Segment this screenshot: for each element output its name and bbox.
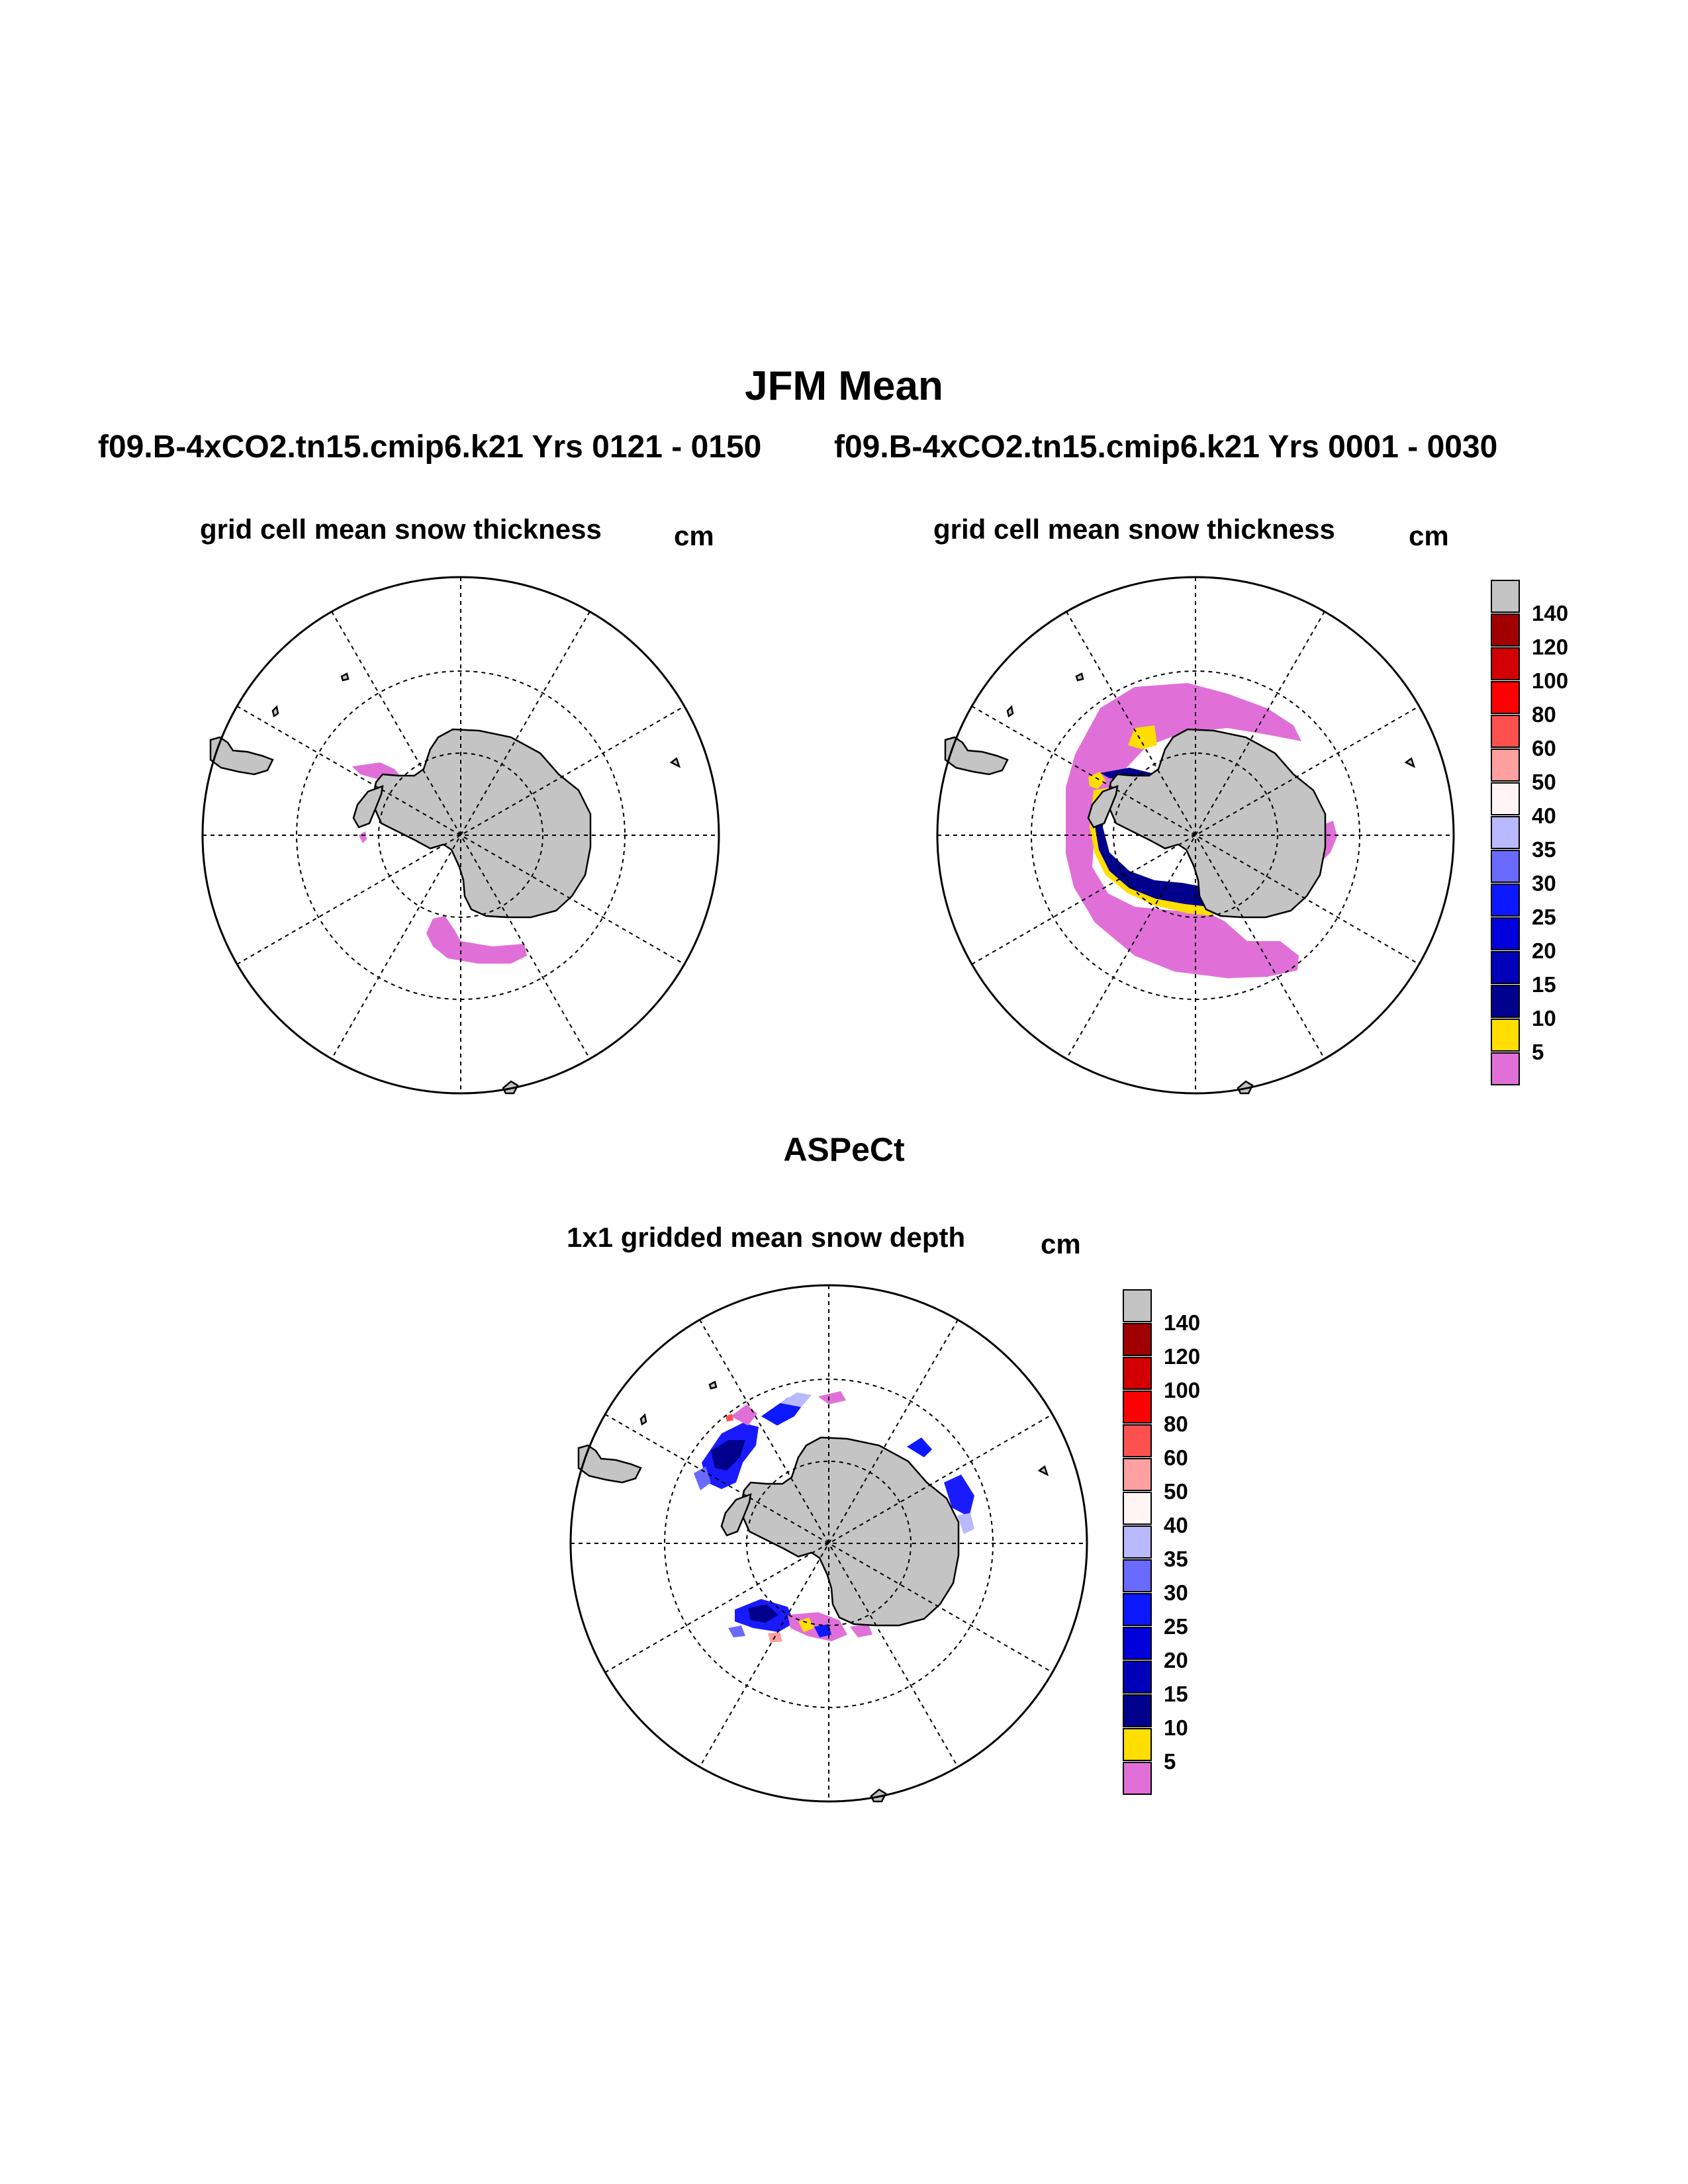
colorbar-tick-label: 40 [1532, 803, 1556, 828]
colorbar-tick-label: 50 [1532, 770, 1556, 794]
colorbar-bottom: 5 10 15 20 25 30 35 40 50 60 80 100 120 140 [1123, 1289, 1200, 1799]
colorbar-swatch [1123, 1390, 1152, 1424]
map-panel-right [936, 576, 1455, 1095]
figure-title: JFM Mean [745, 363, 943, 409]
colorbar-swatch [1491, 681, 1520, 714]
colorbar-swatch [1491, 884, 1520, 917]
colorbar-swatch [1491, 614, 1520, 647]
colorbar-tick-label: 35 [1532, 837, 1556, 862]
map-panel-bottom [569, 1284, 1088, 1803]
colorbar-swatch [1123, 1357, 1152, 1390]
colorbar-swatch [1123, 1323, 1152, 1356]
colorbar-tick-label: 100 [1532, 668, 1569, 693]
colorbar-swatch [1123, 1458, 1152, 1491]
land-left [209, 672, 681, 1095]
map-panel-left [201, 576, 720, 1095]
panel-label-left: grid cell mean snow thickness [200, 514, 602, 545]
colorbar-swatch [1123, 1525, 1152, 1559]
colorbar-swatch [1491, 1052, 1520, 1085]
case-label-left: f09.B-4xCO2.tn15.cmip6.k21 Yrs 0121 - 01… [98, 430, 762, 465]
colorbar-tick-label: 20 [1164, 1648, 1188, 1672]
map-boundary-bottom [569, 1284, 1088, 1803]
colorbar-swatch [1491, 985, 1520, 1018]
colorbar-swatch [1491, 749, 1520, 782]
colorbar-swatch [1491, 782, 1520, 815]
colorbar-tick-label: 140 [1164, 1310, 1201, 1335]
panel-unit-bottom: cm [1041, 1228, 1081, 1259]
panel-unit-left: cm [674, 520, 714, 551]
snow-field-bottom [694, 1391, 974, 1643]
colorbar-tick-label: 5 [1164, 1749, 1176, 1774]
snow-field-right [1066, 683, 1337, 978]
colorbar-swatch [1123, 1593, 1152, 1626]
graticule-right [937, 577, 1454, 1093]
colorbar-tick-label: 60 [1532, 736, 1556, 760]
colorbar-tick-label: 20 [1532, 938, 1556, 963]
panel-unit-right: cm [1409, 520, 1449, 551]
graticule-bottom [571, 1285, 1087, 1801]
colorbar-swatch [1123, 1559, 1152, 1592]
colorbar-swatch [1123, 1424, 1152, 1457]
colorbar-swatch [1123, 1661, 1152, 1694]
colorbar-swatch [1123, 1694, 1152, 1727]
colorbar-tick-label: 15 [1532, 972, 1556, 997]
colorbar-swatch [1491, 715, 1520, 748]
colorbar-swatch [1491, 951, 1520, 984]
colorbar-tick-label: 120 [1164, 1344, 1201, 1369]
colorbar-tick-label: 80 [1532, 702, 1556, 727]
colorbar-tick-label: 30 [1532, 871, 1556, 895]
land-bottom [577, 1381, 1049, 1803]
map-boundary-left [201, 576, 720, 1095]
colorbar-tick-label: 120 [1532, 635, 1569, 659]
colorbar-tick-label: 35 [1164, 1547, 1188, 1571]
panel-label-bottom: 1x1 gridded mean snow depth [567, 1222, 966, 1253]
colorbar-top: 5 10 15 20 25 30 35 40 50 60 80 100 120 140 [1491, 580, 1568, 1089]
colorbar-swatch [1123, 1289, 1152, 1322]
colorbar-tick-label: 25 [1532, 905, 1556, 929]
map-boundary-right [936, 576, 1455, 1095]
colorbar-tick-label: 140 [1532, 601, 1569, 625]
case-label-right: f09.B-4xCO2.tn15.cmip6.k21 Yrs 0001 - 00… [834, 430, 1498, 465]
colorbar-tick-label: 100 [1164, 1378, 1201, 1402]
panel-label-right: grid cell mean snow thickness [933, 514, 1335, 545]
colorbar-swatch [1491, 816, 1520, 849]
colorbar-tick-label: 40 [1164, 1513, 1188, 1537]
colorbar-tick-label: 10 [1164, 1715, 1188, 1740]
colorbar-swatch [1491, 580, 1520, 613]
colorbar-swatch [1491, 647, 1520, 680]
colorbar-swatch [1123, 1728, 1152, 1761]
colorbar-tick-label: 60 [1164, 1445, 1188, 1470]
colorbar-tick-label: 15 [1164, 1682, 1188, 1706]
colorbar-tick-label: 25 [1164, 1614, 1188, 1639]
colorbar-swatch [1491, 1019, 1520, 1052]
colorbar-tick-label: 80 [1164, 1412, 1188, 1436]
colorbar-swatch [1491, 917, 1520, 950]
colorbar-swatch [1123, 1762, 1152, 1795]
colorbar-tick-label: 10 [1532, 1006, 1556, 1030]
colorbar-swatch [1123, 1627, 1152, 1660]
obs-title: ASPeCt [783, 1131, 905, 1168]
colorbar-tick-label: 30 [1164, 1580, 1188, 1605]
colorbar-tick-label: 5 [1532, 1040, 1544, 1064]
colorbar-tick-label: 50 [1164, 1479, 1188, 1504]
colorbar-swatch [1491, 850, 1520, 883]
land-right [944, 672, 1416, 1095]
graticule-left [203, 577, 719, 1093]
colorbar-swatch [1123, 1492, 1152, 1525]
